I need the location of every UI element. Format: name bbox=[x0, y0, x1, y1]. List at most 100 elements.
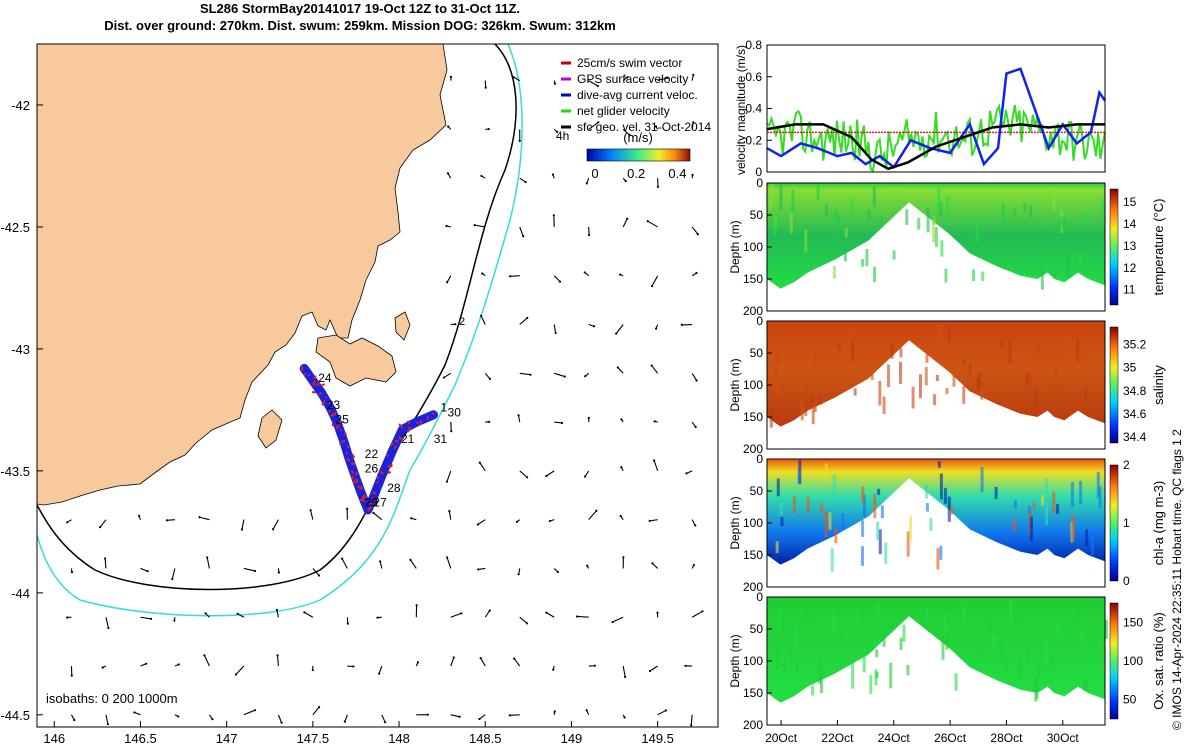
velocity-arrow-field bbox=[66, 73, 704, 727]
velocity-arrow-head bbox=[150, 617, 153, 620]
velocity-arrow-head bbox=[70, 571, 74, 574]
section-speckle bbox=[1008, 339, 1012, 365]
section-speckle bbox=[937, 186, 941, 212]
track-day-label: 21 bbox=[401, 432, 415, 446]
swim-vector bbox=[318, 391, 323, 396]
section-speckle bbox=[811, 395, 815, 404]
velocity-arrow bbox=[649, 665, 658, 672]
velocity-arrow bbox=[691, 610, 703, 618]
section-speckle bbox=[1053, 255, 1057, 278]
velocity-arrow-head bbox=[240, 528, 244, 531]
velocity-arrow-head bbox=[615, 332, 618, 335]
velocity-arrow-head bbox=[587, 416, 590, 420]
velocity-arrow bbox=[450, 714, 460, 718]
section-speckle bbox=[832, 474, 836, 497]
velocity-arrow-head bbox=[317, 574, 321, 577]
velocity-arrow-head bbox=[690, 724, 693, 727]
velocity-arrow bbox=[480, 657, 486, 667]
swim-vector bbox=[375, 480, 380, 484]
section-speckle bbox=[1044, 637, 1048, 663]
section-speckle bbox=[850, 199, 854, 214]
velocity-arrow-head bbox=[593, 664, 596, 667]
velocity-arrow-head bbox=[449, 75, 453, 78]
section-speckle bbox=[925, 608, 929, 623]
section-speckle bbox=[853, 388, 857, 396]
velocity-arrow-head bbox=[551, 173, 555, 176]
velocity-arrow-head bbox=[445, 480, 449, 483]
section-speckle bbox=[792, 496, 796, 514]
velocity-arrow bbox=[553, 275, 561, 283]
swim-vector bbox=[339, 420, 344, 423]
velocity-arrow-head bbox=[484, 86, 487, 89]
section-y-tick-label: 150 bbox=[743, 272, 763, 286]
velocity-arrow-head bbox=[309, 509, 312, 512]
section-speckle bbox=[962, 385, 966, 404]
section-speckle bbox=[1101, 199, 1105, 218]
map-colorbar-tick: 0 bbox=[591, 166, 598, 181]
swim-vector bbox=[372, 501, 376, 505]
section-speckle bbox=[925, 484, 929, 499]
velocity-arrow-head bbox=[376, 616, 379, 619]
swim-vector bbox=[379, 470, 385, 475]
velocity-arrow-head bbox=[276, 654, 279, 657]
section-speckle bbox=[994, 486, 998, 500]
section-colorbar-tick: 2 bbox=[1123, 458, 1130, 472]
section-speckle bbox=[799, 379, 803, 393]
velocity-arrow-head bbox=[445, 556, 449, 559]
velocity-arrow-head bbox=[554, 331, 557, 335]
section-speckle bbox=[1026, 649, 1030, 662]
section-speckle bbox=[841, 513, 845, 530]
swim-vector bbox=[352, 480, 358, 484]
velocity-arrow-head bbox=[692, 563, 695, 567]
velocity-arrow-head bbox=[476, 523, 480, 526]
section-ylabel: Depth (m) bbox=[728, 634, 742, 687]
velocity-arrow-head bbox=[616, 366, 619, 369]
velocity-frame bbox=[766, 44, 1106, 173]
section-speckle bbox=[791, 189, 795, 213]
section-y-tick-label: 50 bbox=[750, 208, 764, 222]
section-speckle bbox=[1080, 631, 1084, 647]
legend-label: sfc geo. vel. 31-Oct-2014 bbox=[577, 120, 711, 134]
section-speckle bbox=[804, 403, 808, 416]
section-speckle bbox=[844, 227, 848, 238]
velocity-arrow-head bbox=[701, 610, 704, 613]
velocity-arrow-head bbox=[106, 722, 109, 726]
velocity-arrow bbox=[513, 76, 520, 82]
velocity-arrow-head bbox=[695, 379, 698, 382]
map-y-tick-label: -44 bbox=[11, 586, 30, 601]
velocity-arrow-head bbox=[253, 709, 257, 712]
velocity-arrow bbox=[622, 218, 628, 228]
velocity-arrow bbox=[276, 655, 279, 667]
velocity-arrow bbox=[588, 121, 599, 130]
section-speckle bbox=[877, 488, 881, 495]
velocity-arrow bbox=[140, 567, 148, 572]
velocity-arrow-head bbox=[426, 713, 429, 716]
swim-vector bbox=[300, 366, 305, 370]
velocity-arrow-head bbox=[378, 672, 381, 675]
section-speckle bbox=[1056, 617, 1060, 640]
velocity-arrow-head bbox=[654, 125, 658, 128]
section-speckle bbox=[1000, 340, 1004, 347]
section-speckle bbox=[819, 396, 823, 405]
map-frame bbox=[36, 43, 719, 728]
section-speckle bbox=[1014, 500, 1018, 509]
velocity-arrow-head bbox=[624, 675, 627, 678]
section-speckle bbox=[819, 189, 823, 197]
velocity-arrow-head bbox=[517, 414, 520, 417]
velocity-arrow-head bbox=[477, 568, 480, 571]
section-speckle bbox=[1098, 636, 1102, 647]
velocity-arrow bbox=[477, 519, 486, 525]
velocity-arrow-head bbox=[384, 721, 387, 724]
velocity-arrow bbox=[484, 372, 491, 380]
section-speckle bbox=[976, 377, 980, 389]
section-x-tick-label: 22Oct bbox=[821, 731, 854, 745]
section-y-tick-label: 150 bbox=[743, 548, 763, 562]
section-x-tick-label: 26Oct bbox=[934, 731, 967, 745]
velocity-arrow-head bbox=[545, 611, 548, 614]
section-speckle bbox=[991, 634, 995, 650]
velocity-arrow-head bbox=[618, 273, 622, 276]
section-ylabel: Depth (m) bbox=[728, 496, 742, 549]
velocity-arrow-head bbox=[619, 514, 622, 518]
section-field bbox=[767, 459, 1105, 565]
section-speckle bbox=[800, 406, 804, 421]
